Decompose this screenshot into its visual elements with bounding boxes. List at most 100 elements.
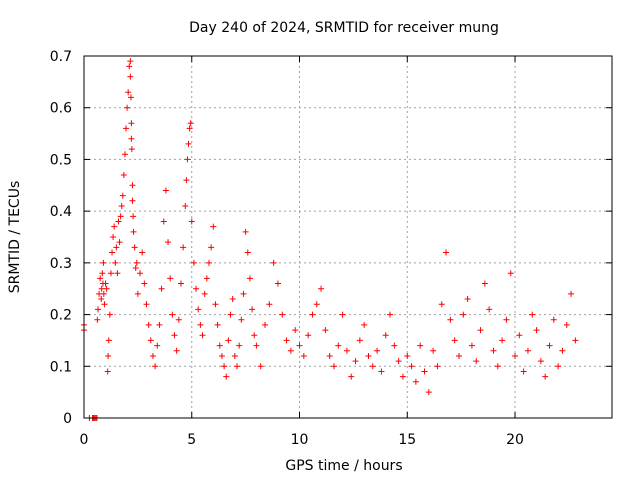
data-point (94, 316, 101, 323)
data-point (412, 378, 419, 385)
plot-frame (83, 55, 613, 419)
data-point (499, 337, 506, 344)
data-point (283, 337, 290, 344)
data-point (382, 332, 389, 339)
data-point (133, 259, 140, 266)
data-point (120, 171, 127, 178)
data-point (106, 311, 113, 318)
data-point (104, 368, 111, 375)
data-point (188, 218, 195, 225)
data-point (182, 202, 189, 209)
data-point (119, 192, 126, 199)
data-point (127, 73, 134, 80)
data-point (378, 368, 385, 375)
data-point (421, 368, 428, 375)
data-point (137, 270, 144, 277)
data-point (494, 363, 501, 370)
data-point (438, 301, 445, 308)
data-point (107, 270, 114, 277)
data-point (130, 213, 137, 220)
data-point (118, 202, 125, 209)
data-point (149, 352, 156, 359)
data-point (177, 280, 184, 287)
data-point (171, 332, 178, 339)
data-point (229, 296, 236, 303)
data-point (486, 306, 493, 313)
data-point (300, 352, 307, 359)
data-point (318, 285, 325, 292)
data-point (512, 352, 519, 359)
data-point (100, 290, 107, 297)
data-point (167, 275, 174, 282)
data-point (193, 285, 200, 292)
x-tick-label: 0 (80, 432, 89, 448)
data-point (231, 352, 238, 359)
data-point (114, 270, 121, 277)
data-point (309, 311, 316, 318)
data-point (503, 316, 510, 323)
data-point (184, 156, 191, 163)
data-point (430, 347, 437, 354)
data-point (98, 296, 105, 303)
data-point (134, 290, 141, 297)
data-point (520, 368, 527, 375)
data-point (477, 327, 484, 334)
data-point (125, 89, 132, 96)
data-point (199, 332, 206, 339)
data-point (95, 306, 102, 313)
data-point (343, 347, 350, 354)
data-point (112, 259, 119, 266)
data-point (387, 311, 394, 318)
x-tick-label: 5 (187, 432, 196, 448)
data-point (223, 373, 230, 380)
data-point (537, 358, 544, 365)
data-point (152, 363, 159, 370)
data-point (128, 135, 135, 142)
data-point (208, 244, 215, 251)
y-tick-label: 0 (63, 411, 72, 427)
data-point (132, 265, 139, 272)
data-point (425, 389, 432, 396)
data-point (356, 337, 363, 344)
data-point (117, 213, 124, 220)
data-point (434, 363, 441, 370)
data-point (524, 347, 531, 354)
data-point (218, 352, 225, 359)
data-point (335, 342, 342, 349)
data-point (460, 311, 467, 318)
data-point (201, 290, 208, 297)
x-tick-label: 15 (398, 432, 416, 448)
data-point (455, 352, 462, 359)
data-point (399, 373, 406, 380)
data-point (348, 373, 355, 380)
data-point (115, 218, 122, 225)
data-point (109, 249, 116, 256)
data-point (160, 218, 167, 225)
data-point (555, 363, 562, 370)
data-point (339, 311, 346, 318)
data-point (99, 270, 106, 277)
data-point (322, 327, 329, 334)
data-point (162, 187, 169, 194)
data-point (203, 275, 210, 282)
data-point (242, 228, 249, 235)
data-point (257, 363, 264, 370)
data-point (361, 321, 368, 328)
data-point (124, 104, 131, 111)
y-axis-label: SRMTID / TECUs (7, 181, 23, 294)
data-point (529, 311, 536, 318)
data-point (262, 321, 269, 328)
y-tick-label: 0.6 (50, 101, 72, 117)
y-tick-label: 0.5 (50, 152, 72, 168)
x-tick-label: 20 (506, 432, 524, 448)
axis-ticks: 0 0.1 0.2 0.3 0.4 0.5 0.6 0.7 0 5 10 15 20 (50, 49, 612, 448)
data-point (391, 342, 398, 349)
data-point (253, 342, 260, 349)
data-point (464, 296, 471, 303)
data-point (127, 94, 134, 101)
data-point (128, 120, 135, 127)
data-point (216, 342, 223, 349)
data-point (190, 259, 197, 266)
data-point (481, 280, 488, 287)
data-point (240, 290, 247, 297)
